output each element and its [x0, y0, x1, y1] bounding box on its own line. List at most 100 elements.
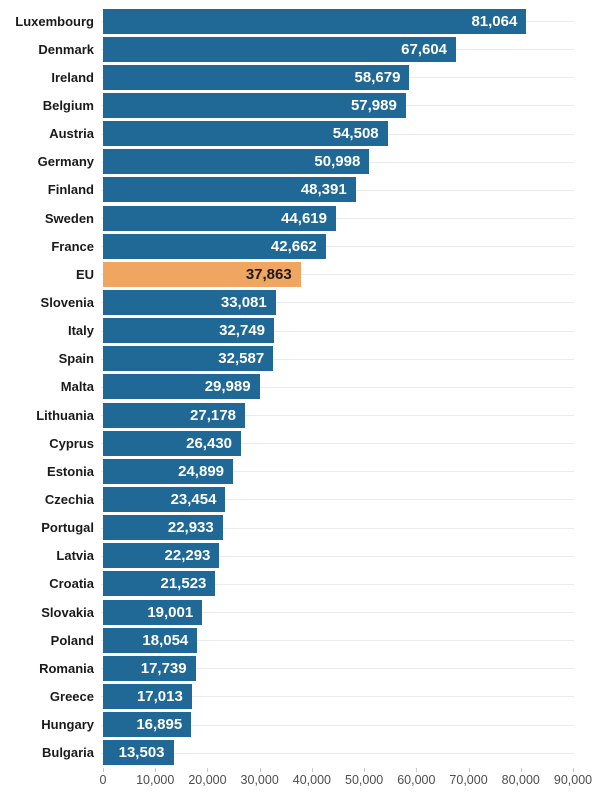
bar-track: 32,749: [101, 318, 574, 344]
gridline: [101, 386, 574, 388]
bar: 22,933: [103, 515, 223, 541]
bar-row: Austria 54,508: [0, 120, 607, 148]
category-label: Portugal: [41, 520, 94, 536]
category-label: Belgium: [42, 97, 94, 113]
axis-tick: [207, 768, 209, 772]
axis-tick: [573, 768, 574, 772]
value-label: 37,863: [245, 265, 292, 283]
value-label: 24,899: [178, 462, 225, 480]
axis-tick: [416, 768, 418, 772]
bar-track: 33,081: [101, 289, 574, 315]
bar-track: 67,604: [101, 36, 574, 62]
bar: 18,054: [103, 627, 198, 653]
bar-row: Latvia 22,293: [0, 542, 607, 570]
bar: 24,899: [103, 458, 234, 484]
value-label: 81,064: [471, 12, 518, 30]
axis-tick: [364, 768, 366, 772]
axis-tick-label: 0: [99, 773, 107, 787]
bar-row: Finland 48,391: [0, 176, 607, 204]
category-label: Croatia: [49, 576, 94, 592]
category-label: Estonia: [47, 463, 94, 479]
gridline: [101, 302, 574, 304]
bar: 21,523: [103, 571, 216, 597]
value-label: 48,391: [300, 181, 347, 199]
category-label: Finland: [47, 182, 94, 198]
bar-track: 21,523: [101, 571, 574, 597]
gridline: [101, 724, 574, 726]
axis-tick-label: 70,000: [449, 773, 488, 787]
category-label: Malta: [60, 379, 94, 395]
bar-track: 17,739: [101, 655, 574, 681]
category-label: Lithuania: [36, 407, 94, 423]
gridline: [101, 640, 574, 642]
bar: 42,662: [103, 233, 326, 259]
category-label: Slovenia: [40, 294, 94, 310]
gridline: [101, 443, 574, 445]
category-label: Austria: [49, 126, 94, 142]
axis-tick-label: 50,000: [344, 773, 384, 787]
gridline: [101, 583, 574, 585]
category-label: Poland: [50, 632, 94, 648]
gridline: [101, 612, 574, 614]
bar: 29,989: [103, 374, 260, 400]
value-label: 27,178: [190, 406, 236, 424]
bar-track: 32,587: [101, 346, 574, 372]
category-label: Hungary: [41, 717, 94, 733]
bar-track: 23,454: [101, 486, 574, 512]
axis-tick-label: 90,000: [553, 773, 593, 787]
bar-track: 24,899: [101, 458, 574, 484]
category-label: Luxembourg: [15, 13, 94, 29]
axis-tick: [103, 768, 104, 772]
category-label: Greece: [49, 688, 94, 704]
bar-track: 26,430: [101, 430, 574, 456]
gridline: [101, 696, 574, 698]
value-label: 16,895: [136, 716, 183, 734]
bar-row: Malta 29,989: [0, 373, 607, 401]
gridline: [101, 218, 574, 220]
category-label: Czechia: [44, 491, 94, 507]
value-label: 21,523: [160, 575, 207, 593]
gridline: [101, 471, 574, 473]
value-label: 26,430: [186, 434, 233, 452]
category-label: Ireland: [51, 69, 94, 85]
bar: 17,013: [103, 683, 192, 709]
bar-row: Poland 18,054: [0, 626, 607, 654]
axis-tick-label: 30,000: [240, 773, 279, 787]
axis-tick-label: 40,000: [292, 773, 331, 787]
bar-track: 22,933: [101, 515, 574, 541]
category-label: Denmark: [38, 41, 94, 57]
value-label: 67,604: [401, 40, 448, 58]
category-label: EU: [75, 266, 94, 282]
bar-row: Greece 17,013: [0, 682, 607, 710]
bar-row: Cyprus 26,430: [0, 429, 607, 457]
bar-row: Portugal 22,933: [0, 514, 607, 542]
bar-row: Croatia 21,523: [0, 570, 607, 598]
gridline: [101, 555, 574, 557]
bar-track: 13,503: [101, 740, 574, 766]
value-label: 42,662: [270, 237, 317, 255]
axis-tick-label: 20,000: [188, 773, 227, 787]
bar: 54,508: [103, 121, 388, 147]
bar-row: Slovenia 33,081: [0, 288, 607, 316]
bar: 50,998: [103, 149, 370, 175]
bar-track: 48,391: [101, 177, 574, 203]
bar: 13,503: [103, 740, 174, 766]
bar: 57,989: [103, 92, 406, 118]
value-label: 13,503: [118, 744, 165, 762]
value-label: 58,679: [354, 68, 401, 86]
axis-tick-label: 80,000: [501, 773, 540, 787]
value-label: 29,989: [204, 378, 251, 396]
bar-track: 19,001: [101, 599, 574, 625]
bar: 22,293: [103, 543, 220, 569]
category-label: Slovakia: [41, 604, 94, 620]
gridline: [101, 246, 574, 248]
value-label: 50,998: [314, 153, 361, 171]
category-label: France: [51, 238, 94, 254]
axis-tick: [259, 768, 261, 772]
gridline: [101, 274, 574, 276]
bar-row: Bulgaria 13,503: [0, 739, 607, 767]
bar-row: Luxembourg 81,064: [0, 7, 607, 35]
bar-track: 81,064: [101, 8, 574, 34]
axis-tick: [468, 768, 470, 772]
